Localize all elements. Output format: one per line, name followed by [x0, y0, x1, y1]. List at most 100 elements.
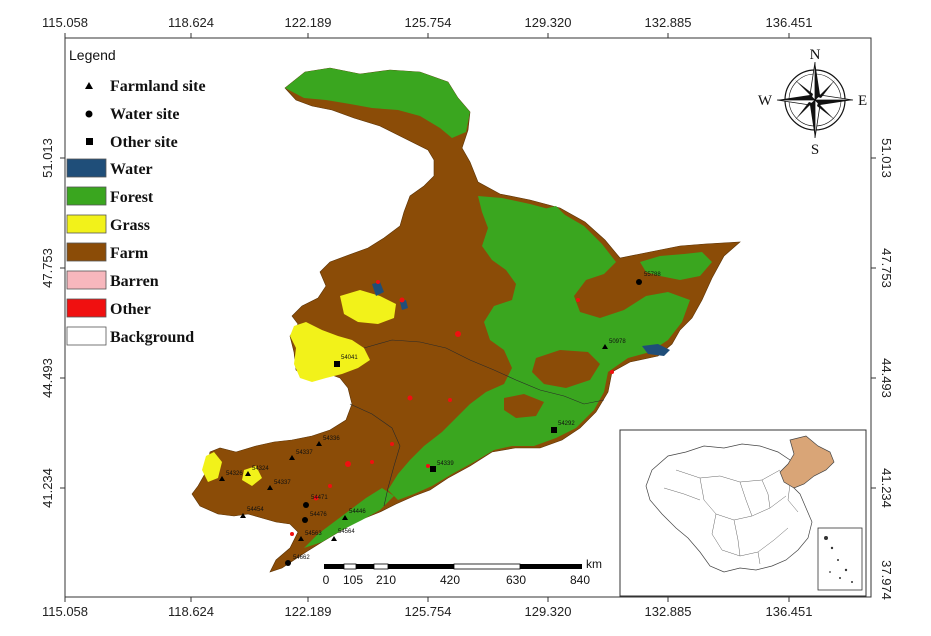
scale-bar-segment [324, 564, 344, 569]
scale-bar-label: 0 [323, 573, 330, 587]
other-site-marker [430, 466, 436, 472]
left-latitude-labels: 51.013 47.753 44.493 41.234 [40, 138, 55, 508]
site-label: 55788 [644, 272, 661, 278]
top-tick-label: 136.451 [766, 15, 813, 30]
bottom-tick-label: 129.320 [525, 604, 572, 619]
water-site-marker [302, 517, 308, 523]
farmland-site-marker [298, 536, 304, 541]
legend-swatch-background [66, 326, 107, 346]
site-label: 54446 [349, 509, 366, 515]
water-site-marker [303, 502, 309, 508]
other-patches [290, 280, 614, 536]
scale-bar-label: 630 [506, 573, 526, 587]
farmland-site-marker [342, 515, 348, 520]
site-markers: 55788 50978 54041 54292 54336 54337 5433… [219, 272, 661, 566]
farm-island [532, 350, 600, 388]
bottom-tick-label: 125.754 [405, 604, 452, 619]
scale-bar: km 0 105 210 420 630 840 [323, 557, 602, 587]
compass-rose: N S E W [758, 47, 867, 158]
site-label: 54563 [305, 531, 322, 537]
legend-label-water-site: Water site [110, 106, 179, 123]
site-label: 54326 [226, 471, 243, 477]
water-body [372, 282, 384, 296]
northeast-region-highlight [779, 435, 835, 489]
site-label: 54041 [341, 355, 358, 361]
forest-patch [640, 252, 712, 280]
east-arrow-icon [815, 100, 853, 105]
top-tick-label: 115.058 [42, 15, 88, 30]
right-tick-label: 51.013 [879, 138, 894, 178]
farmland-site-marker [267, 485, 273, 490]
legend-label-other-site: Other site [110, 134, 178, 151]
bottom-tick-label: 122.189 [285, 604, 332, 619]
site-label: 54564 [338, 529, 355, 535]
water-site-icon [85, 110, 93, 118]
inset-china-map [619, 429, 867, 597]
scale-bar-segment [388, 564, 454, 569]
south-arrow-icon [810, 100, 815, 138]
bottom-tick-label: 118.624 [168, 604, 214, 619]
site-label: 54454 [247, 507, 264, 513]
water-site-marker [285, 560, 291, 566]
west-arrow-icon [777, 95, 815, 100]
compass-e-label: E [858, 93, 867, 109]
legend-swatch-other [66, 298, 107, 318]
legend-title: Legend [69, 47, 116, 63]
site-label: 54471 [311, 495, 328, 501]
legend-swatch-water [66, 158, 107, 178]
grass-patch [340, 290, 396, 324]
site-label: 54337 [296, 450, 313, 456]
compass-n-label: N [810, 47, 821, 63]
top-tick-label: 129.320 [525, 15, 572, 30]
province-borders [349, 339, 605, 507]
left-tick-label: 47.753 [40, 248, 55, 288]
farmland-site-marker [240, 513, 246, 518]
compass-s-label: S [811, 142, 819, 158]
left-tick-label: 41.234 [40, 468, 55, 508]
farm-island [504, 394, 544, 418]
grass-patch [202, 452, 222, 482]
top-tick-label: 122.189 [285, 15, 332, 30]
legend-label-farm: Farm [110, 245, 149, 262]
scale-bar-segment [356, 564, 374, 569]
legend-label-background: Background [110, 329, 194, 346]
legend-swatch-forest [66, 186, 107, 206]
bottom-tick-label: 136.451 [766, 604, 813, 619]
site-label: 54324 [252, 466, 269, 472]
forest-north [285, 68, 470, 138]
region-outline [191, 67, 741, 573]
right-latitude-labels: 51.013 47.753 44.493 41.234 37.974 [879, 138, 894, 600]
farmland-site-marker [245, 471, 251, 476]
scale-bar-segment [520, 564, 582, 569]
top-longitude-labels: 115.058 118.624 122.189 125.754 129.320 … [42, 15, 813, 30]
water-body [642, 344, 670, 356]
forest-south [304, 488, 394, 548]
right-tick-label: 44.493 [879, 358, 894, 398]
grass-west [290, 322, 370, 382]
farmland-site-marker [219, 476, 225, 481]
scale-bar-label: 420 [440, 573, 460, 587]
bottom-tick-label: 132.885 [645, 604, 692, 619]
right-tick-label: 41.234 [879, 468, 894, 508]
compass-w-label: W [758, 93, 773, 109]
scale-bar-segment [373, 563, 389, 570]
farmland-site-marker [316, 441, 322, 446]
other-site-marker [334, 361, 340, 367]
legend-label-barren: Barren [110, 273, 159, 290]
top-tick-label: 118.624 [168, 15, 214, 30]
bottom-longitude-labels: 115.058 118.624 122.189 125.754 129.320 … [42, 604, 813, 619]
scale-bar-label: 840 [570, 573, 590, 587]
corner-latitude-label: 37.974 [879, 560, 894, 600]
legend-swatch-barren [66, 270, 107, 290]
scale-bar-segment [453, 563, 521, 570]
site-label: 54339 [437, 461, 454, 467]
other-site-marker [551, 427, 557, 433]
legend-label-grass: Grass [110, 217, 150, 234]
tick-marks [60, 33, 876, 602]
forest-patch [538, 206, 566, 232]
farmland-site-icon [85, 82, 93, 89]
china-outline [645, 443, 813, 573]
legend-swatch-grass [66, 214, 107, 234]
top-tick-label: 132.885 [645, 15, 692, 30]
legend-label-other: Other [110, 301, 151, 318]
